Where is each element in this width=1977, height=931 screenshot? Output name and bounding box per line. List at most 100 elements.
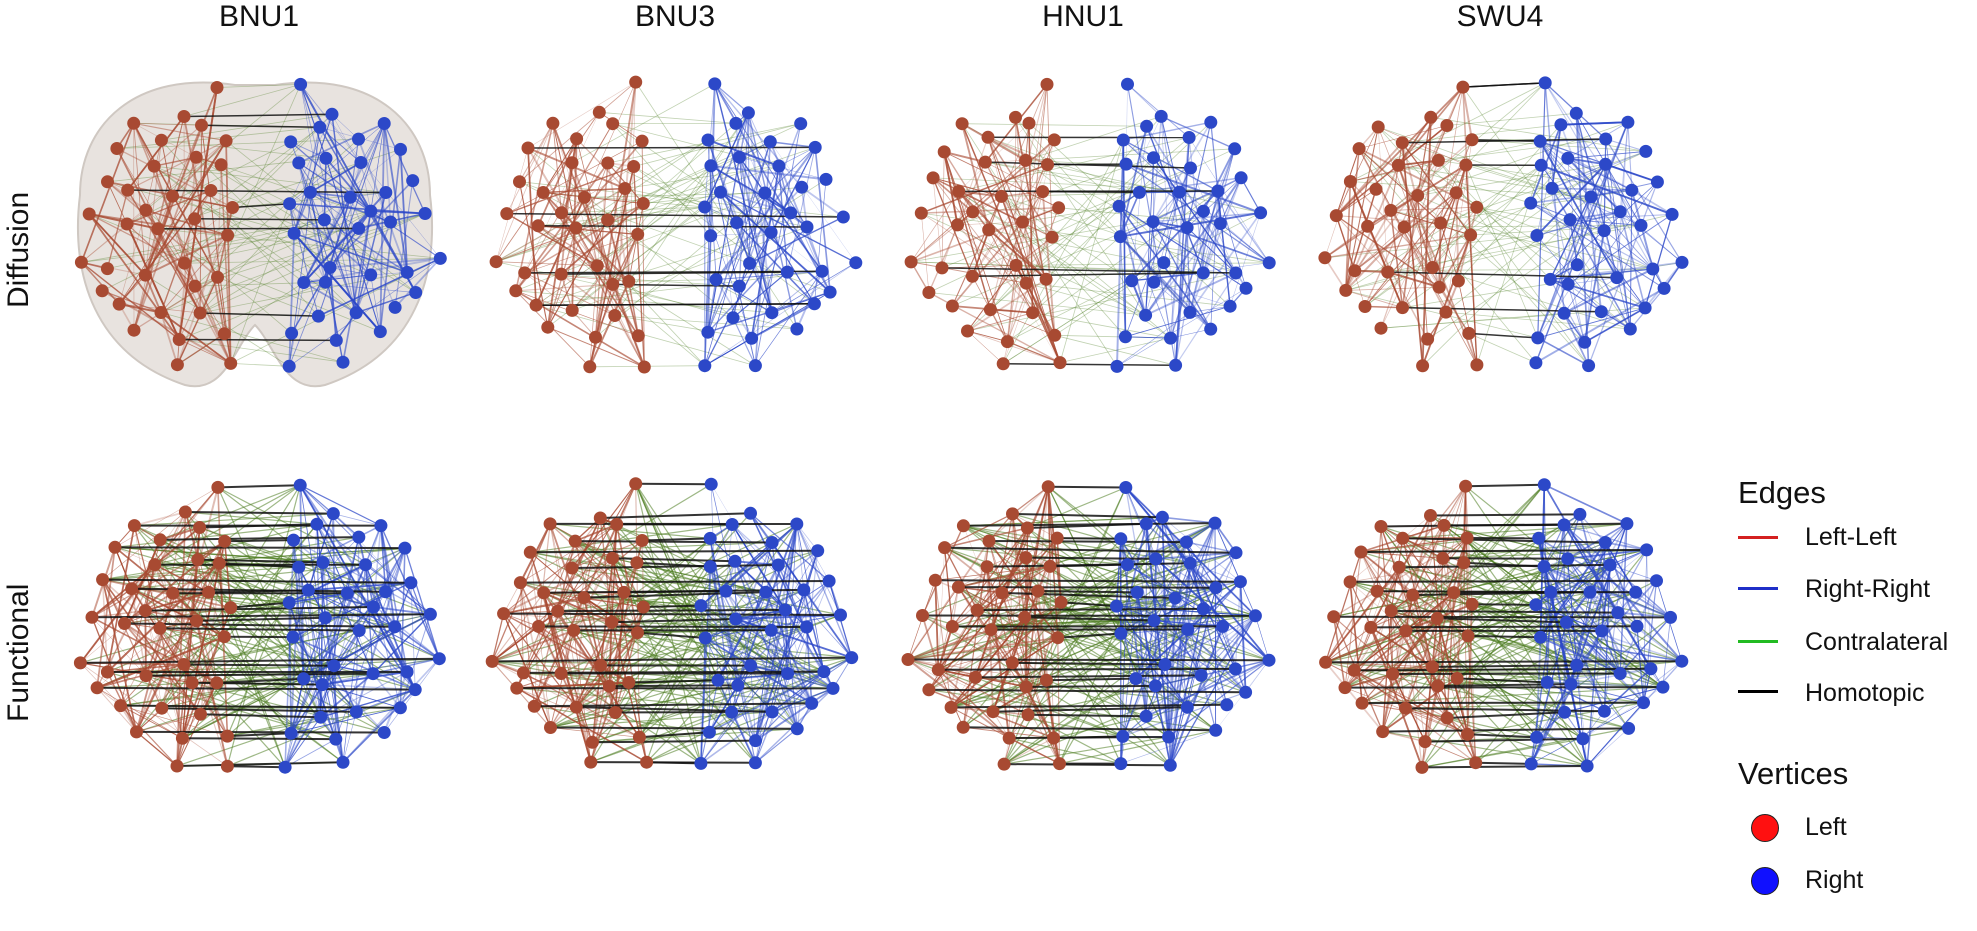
edge-left-left: [990, 629, 1047, 681]
edge-contralateral: [571, 83, 715, 164]
node-left: [1039, 272, 1053, 286]
edge-left-left: [1402, 267, 1433, 308]
edge-left-left: [1412, 525, 1445, 596]
node-right: [1623, 322, 1637, 336]
edge-right-right: [342, 711, 357, 763]
node-right: [1213, 217, 1227, 230]
node-right: [1557, 518, 1571, 532]
node-left: [1019, 551, 1033, 565]
node-left: [1381, 265, 1395, 279]
edge-right-right: [1530, 189, 1632, 204]
node-left: [175, 731, 189, 745]
node-right: [836, 210, 850, 224]
node-right: [1196, 266, 1210, 280]
edge-left-left: [1027, 527, 1059, 638]
edge-left-left: [126, 223, 196, 287]
edge-right-right: [770, 141, 856, 263]
edge-left-left: [921, 164, 1048, 214]
node-left: [577, 591, 591, 605]
edge-left-left: [491, 661, 551, 728]
edge-left-left: [96, 511, 187, 689]
node-left: [188, 279, 202, 293]
node-left: [1424, 110, 1438, 124]
edge-right-right: [1537, 307, 1646, 339]
edge-contralateral: [637, 165, 712, 235]
node-right: [808, 140, 822, 154]
edge-left-left: [584, 197, 614, 285]
edge-right-right: [1543, 566, 1603, 632]
edge-left-left: [576, 138, 614, 285]
edge-right-right: [1125, 487, 1191, 564]
edge-left-left: [503, 613, 612, 623]
node-right: [367, 600, 380, 614]
node-right: [283, 197, 297, 211]
node-left: [193, 306, 207, 320]
node-right: [1530, 229, 1544, 242]
edge-left-left: [118, 274, 146, 305]
node-left: [190, 614, 203, 628]
edge-right-right: [1551, 124, 1562, 189]
node-left: [1054, 595, 1068, 609]
edge-left-left: [549, 523, 617, 713]
node-left: [101, 175, 114, 189]
node-left: [1396, 301, 1409, 315]
node-right: [1613, 205, 1627, 219]
node-left: [185, 676, 199, 690]
edge-contralateral: [597, 156, 740, 267]
edge-right-right: [1569, 210, 1621, 221]
edge-contralateral: [1430, 116, 1646, 152]
edge-right-right: [1190, 552, 1237, 564]
edge-right-right: [289, 203, 372, 276]
edge-left-left: [515, 112, 600, 291]
edge-right-right: [1539, 140, 1633, 191]
node-left: [211, 270, 224, 284]
edge-homotopic: [592, 739, 756, 744]
node-right: [297, 672, 311, 686]
node-right: [418, 207, 432, 220]
edge-left-left: [1324, 225, 1369, 259]
edge-left-left: [91, 617, 138, 733]
edge-right-right: [1115, 605, 1188, 708]
edge-left-left: [944, 547, 953, 627]
edge-right-right: [331, 114, 357, 313]
edge-right-right: [725, 523, 798, 592]
node-right: [1234, 171, 1248, 185]
edge-right-right: [383, 671, 409, 733]
edge-right-right: [707, 157, 740, 333]
edge-homotopic: [583, 591, 766, 599]
node-right: [748, 359, 762, 373]
edge-right-right: [310, 191, 391, 223]
node-right: [1570, 258, 1584, 272]
node-right: [352, 624, 366, 637]
node-right: [1154, 109, 1168, 123]
node-right: [1140, 119, 1154, 133]
edge-right-right: [290, 707, 401, 734]
edge-contralateral: [561, 206, 705, 214]
edge-contralateral: [921, 212, 1270, 264]
edge-right-right: [1155, 558, 1270, 661]
node-right: [1611, 606, 1625, 620]
edge-contralateral: [1350, 140, 1541, 182]
edge-homotopic: [124, 622, 395, 628]
edge-contralateral: [1446, 717, 1588, 767]
edge-left-left: [1390, 538, 1404, 611]
edge-left-left: [225, 140, 232, 364]
edge-right-right: [1145, 125, 1247, 289]
edge-homotopic: [520, 580, 830, 584]
edge-right-right: [1547, 668, 1651, 683]
edge-right-right: [360, 162, 372, 212]
edge-left-left: [1390, 209, 1471, 236]
edge-left-left: [1001, 190, 1043, 198]
node-right: [1229, 266, 1243, 280]
edge-right-right: [710, 165, 792, 214]
node-right: [327, 659, 341, 673]
edge-right-right: [1131, 272, 1204, 282]
edge-left-left: [1458, 280, 1478, 365]
node-left: [220, 759, 234, 773]
edge-left-left: [136, 713, 201, 733]
edge-left-left: [538, 626, 551, 728]
node-right: [1211, 184, 1225, 198]
edge-left-left: [145, 620, 197, 676]
edge-left-left: [145, 140, 162, 211]
edge-left-left: [126, 223, 181, 340]
